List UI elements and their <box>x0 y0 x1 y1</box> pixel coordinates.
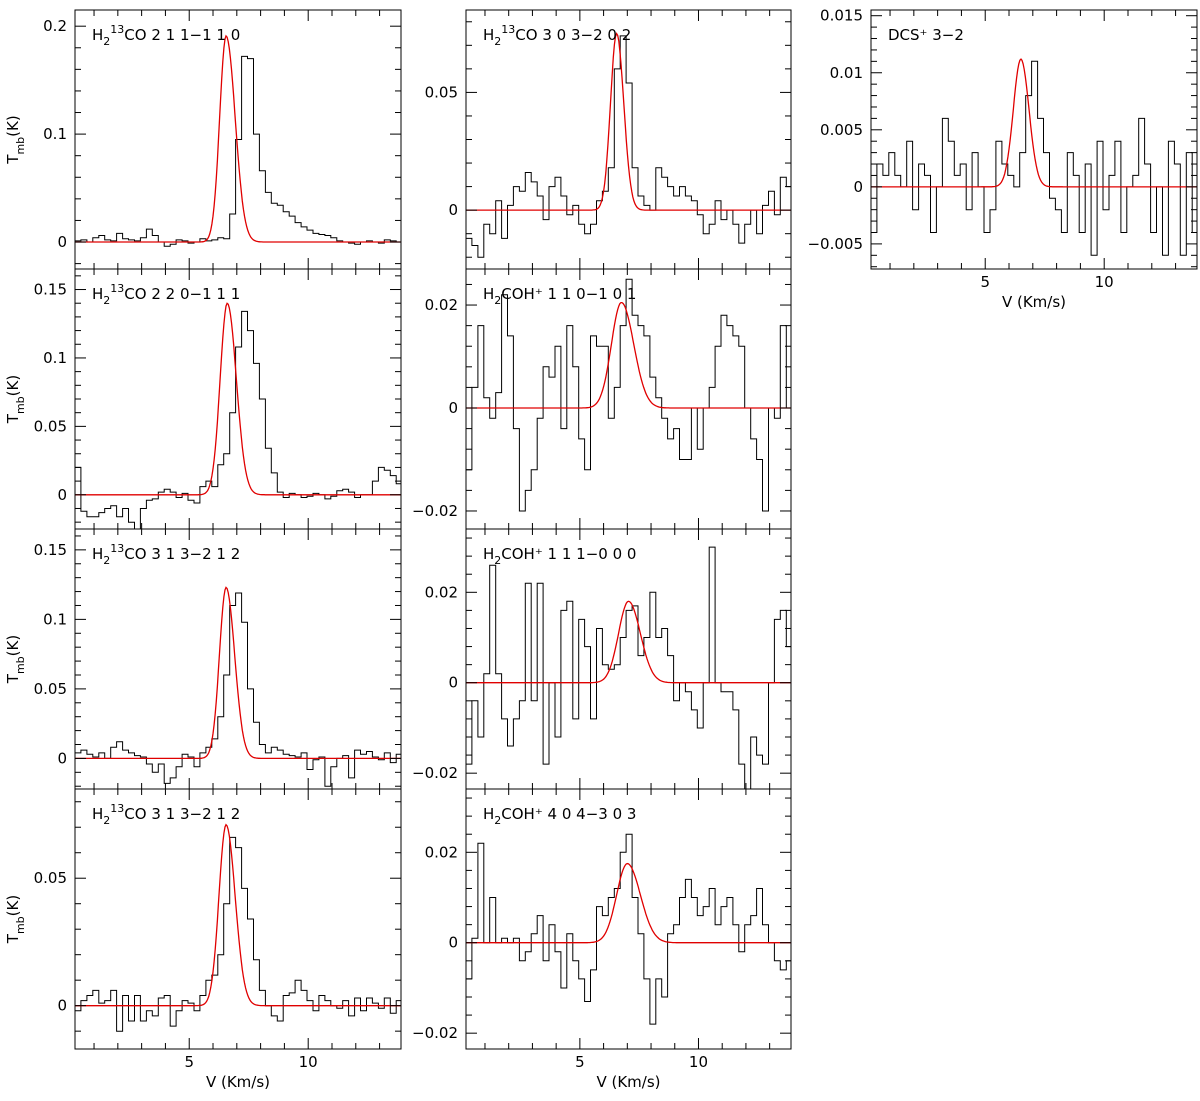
transition-label: H2COH⁺ 4 0 4−3 0 3 <box>483 805 636 827</box>
observed-spectrum-histogram <box>466 278 791 512</box>
y-tick-label: 0.05 <box>34 869 67 887</box>
observed-spectrum-histogram <box>871 60 1197 256</box>
observed-spectrum-histogram <box>75 310 401 529</box>
panel-5: 0 0.05 H213CO 3 0 3−2 0 2 <box>425 9 792 270</box>
transition-label: H213CO 2 1 1−1 1 0 <box>92 23 240 48</box>
y-tick-label: 0 <box>448 399 458 417</box>
y-tick-label: −0.02 <box>412 1024 458 1042</box>
y-tick-label: 0.01 <box>830 64 863 82</box>
transition-label: H213CO 3 1 3−2 1 2 <box>92 802 240 827</box>
x-tick-label: 5 <box>980 273 990 291</box>
y-tick-label: 0.015 <box>820 7 863 25</box>
y-tick-label: 0 <box>448 934 458 952</box>
y-tick-label: 0 <box>448 201 458 219</box>
x-axis-label: V (Km/s) <box>596 1073 660 1091</box>
y-tick-label: 0.02 <box>425 296 458 314</box>
panel-frame <box>74 788 402 1050</box>
panel-frame <box>870 9 1198 270</box>
observed-spectrum-histogram <box>466 35 791 258</box>
transition-label: H213CO 3 0 3−2 0 2 <box>483 23 631 48</box>
y-axis-label: Tmb(K) <box>4 895 27 944</box>
y-tick-label: 0.005 <box>820 121 863 139</box>
x-tick-label: 10 <box>1095 273 1114 291</box>
y-tick-label: 0.15 <box>34 281 67 299</box>
observed-spectrum-histogram <box>75 836 401 1032</box>
transition-label: H213CO 2 2 0−1 1 1 <box>92 282 240 307</box>
panel-2: 0 0.05 0.1 0.15 H213CO 2 2 0−1 1 1 Tmb(K) <box>4 268 402 530</box>
y-tick-label: 0 <box>57 749 67 767</box>
y-tick-label: 0.02 <box>425 583 458 601</box>
y-axis-label: Tmb(K) <box>4 375 27 424</box>
y-tick-label: 0 <box>57 997 67 1015</box>
observed-spectrum-histogram <box>466 833 791 1025</box>
y-tick-label: −0.005 <box>807 235 863 253</box>
panel-frame <box>465 528 792 790</box>
panel-frame <box>465 268 792 530</box>
y-tick-label: 0.05 <box>34 417 67 435</box>
x-tick-label: 10 <box>689 1053 708 1071</box>
gaussian-fit-curve <box>75 823 401 1007</box>
y-tick-label: 0 <box>57 486 67 504</box>
observed-spectrum-histogram <box>466 546 791 789</box>
x-tick-label: 5 <box>184 1053 194 1071</box>
y-tick-label: −0.02 <box>412 502 458 520</box>
transition-label: H2COH⁺ 1 1 0−1 0 1 <box>483 285 636 307</box>
gaussian-fit-curve <box>466 301 791 409</box>
y-tick-label: 0.15 <box>34 541 67 559</box>
gaussian-fit-curve <box>75 586 401 760</box>
panel-7: −0.02 0 0.02 H2COH⁺ 1 1 1−0 0 0 <box>412 528 792 790</box>
panel-3: 0 0.05 0.1 0.15 H213CO 3 1 3−2 1 2 Tmb(K) <box>4 528 402 790</box>
gaussian-fit-curve <box>466 32 791 211</box>
gaussian-fit-curve <box>75 34 401 243</box>
panel-1: 0 0.1 0.2 H213CO 2 1 1−1 1 0 Tmb(K) <box>4 9 402 270</box>
y-axis-label: Tmb(K) <box>4 115 27 164</box>
observed-spectrum-histogram <box>75 592 401 787</box>
y-tick-label: 0.2 <box>43 17 67 35</box>
observed-spectrum-histogram <box>75 55 401 247</box>
y-tick-label: 0.1 <box>43 349 67 367</box>
panel-8: 5 10 −0.02 0 0.02 H2COH⁺ 4 0 4−3 0 3 V (Km/s) <box>412 788 792 1091</box>
x-axis-label: V (Km/s) <box>206 1073 270 1091</box>
gaussian-fit-curve <box>466 862 791 944</box>
panel-4: 5 10 0 0.05 H213CO 3 1 3−2 1 2 Tmb(K) V (Km/s) <box>4 788 402 1091</box>
y-tick-label: 0.05 <box>425 83 458 101</box>
y-tick-label: 0.02 <box>425 843 458 861</box>
transition-label: H2COH⁺ 1 1 1−0 0 0 <box>483 545 636 567</box>
panel-frame <box>465 9 792 270</box>
y-tick-label: 0 <box>448 674 458 692</box>
y-tick-label: −0.02 <box>412 764 458 782</box>
transition-label: H213CO 3 1 3−2 1 2 <box>92 542 240 567</box>
panel-6: −0.02 0 0.02 H2COH⁺ 1 1 0−1 0 1 <box>412 268 792 530</box>
gaussian-fit-curve <box>466 600 791 684</box>
y-tick-label: 0 <box>57 233 67 251</box>
gaussian-fit-curve <box>75 302 401 496</box>
x-tick-label: 10 <box>299 1053 318 1071</box>
gaussian-fit-curve <box>871 58 1197 188</box>
y-axis-label: Tmb(K) <box>4 635 27 684</box>
panel-frame <box>465 788 792 1050</box>
y-tick-label: 0.05 <box>34 680 67 698</box>
y-tick-label: 0 <box>853 178 863 196</box>
y-tick-label: 0.1 <box>43 125 67 143</box>
y-tick-label: 0.1 <box>43 610 67 628</box>
x-axis-label: V (Km/s) <box>1002 293 1066 311</box>
x-tick-label: 5 <box>575 1053 585 1071</box>
transition-label: DCS⁺ 3−2 <box>888 26 964 44</box>
panel-9: 5 10 −0.005 0 0.005 0.01 0.015 DCS⁺ 3−2 V (Km/s) <box>807 7 1198 311</box>
